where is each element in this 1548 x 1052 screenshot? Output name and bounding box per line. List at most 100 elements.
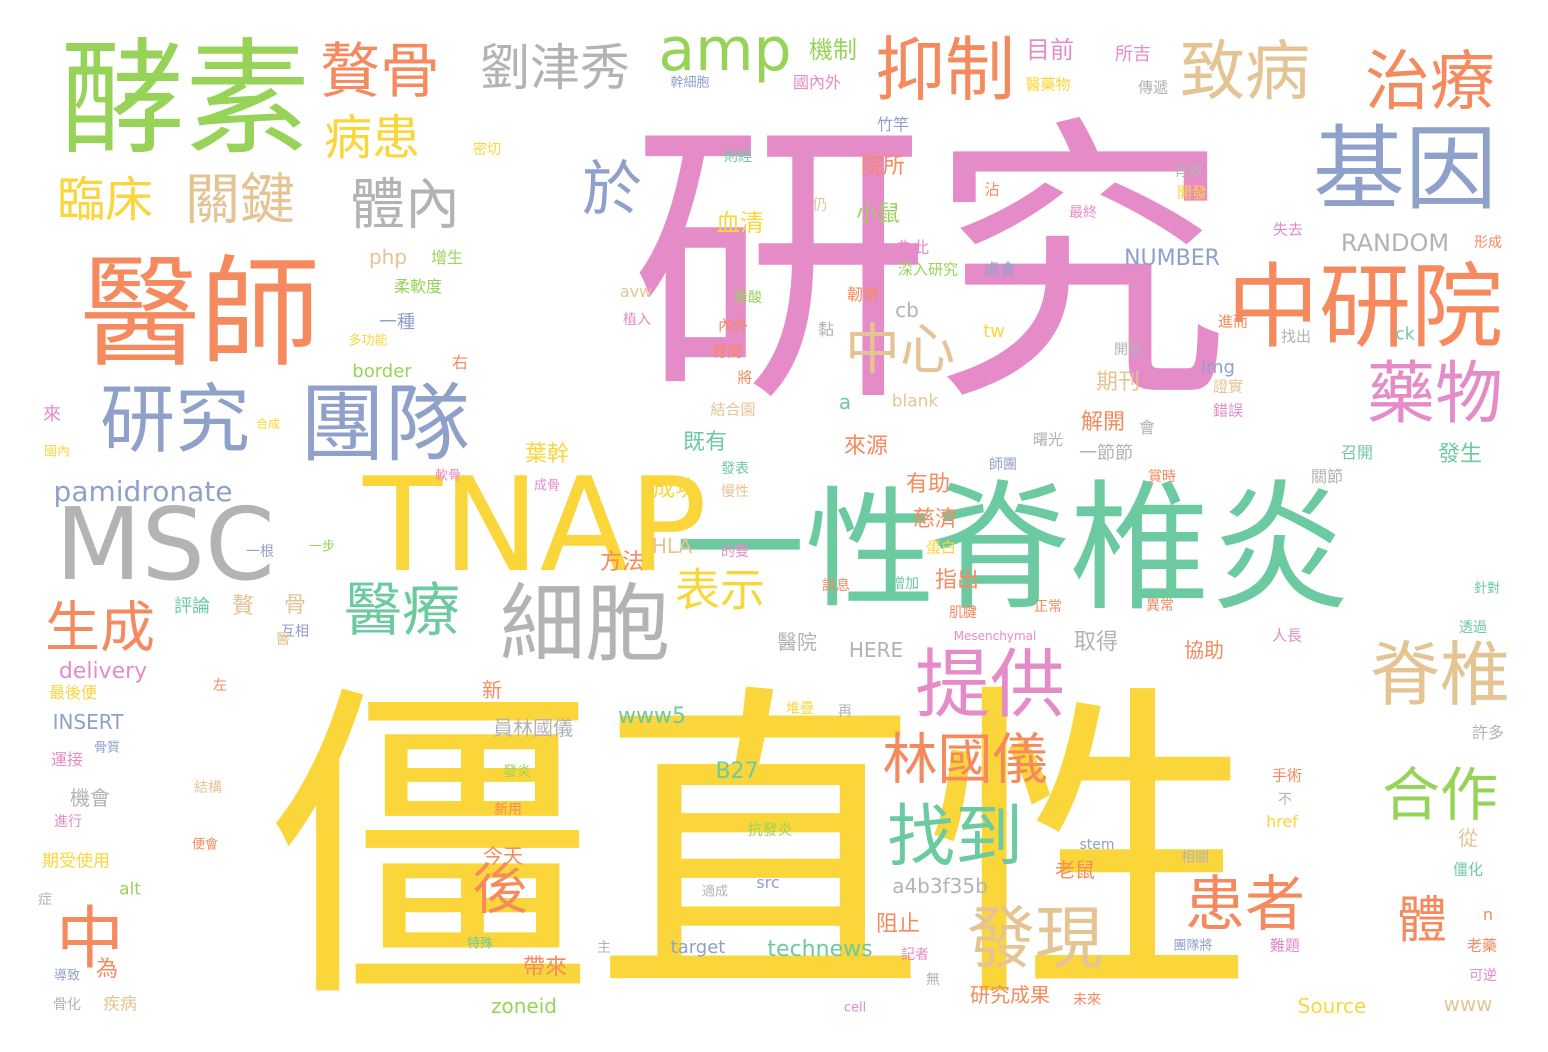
word-small: 骨: [283, 593, 307, 618]
word-jiangzhixing: 僵直性: [265, 658, 1255, 1042]
word-zhiliao: 治療: [1364, 44, 1496, 120]
word-small: 一步: [308, 539, 336, 555]
word-small: 則經: [724, 149, 752, 165]
word-yixing: 一性: [674, 474, 936, 626]
word-small: href: [1266, 812, 1298, 831]
word-small: php: [368, 245, 408, 269]
word-zhuigu: 贅骨: [320, 37, 440, 107]
word-jiyin: 基因: [1312, 116, 1498, 223]
word-small: 方法: [599, 550, 645, 575]
word-small: 新: [482, 678, 502, 702]
word-zhong: 中: [55, 900, 125, 979]
word-small: delivery: [58, 659, 148, 684]
word-small: 骨質: [93, 740, 121, 756]
word-small: 今天: [483, 844, 523, 868]
word-small: 發表: [721, 461, 749, 477]
word-small: 取得: [1073, 630, 1119, 655]
word-small: tw: [983, 321, 1005, 342]
word-small: 關節: [1310, 467, 1344, 486]
word-small: 進行: [54, 814, 82, 830]
word-small: 可逆: [1469, 968, 1497, 984]
word-hou: 後: [472, 857, 528, 922]
word-tigong: 提供: [914, 640, 1066, 729]
word-small: 柔軟度: [393, 277, 443, 296]
word-small: technews: [767, 937, 873, 962]
word-small: 現有: [1086, 157, 1114, 173]
word-small: 運接: [50, 750, 84, 769]
word-small: 磷酸: [734, 290, 762, 306]
word-small: 相關: [1181, 850, 1209, 866]
word-small: www5: [618, 704, 686, 729]
word-small: 來: [43, 404, 61, 425]
word-small: a4b3f35b: [892, 874, 988, 898]
word-small: stem: [1079, 837, 1115, 853]
word-tnap: TNAP: [363, 449, 707, 601]
word-small: 難題: [1269, 936, 1301, 955]
word-yizhi: 抑制: [875, 29, 1015, 111]
word-small: 指出: [934, 568, 980, 593]
word-biaoshi: 表示: [674, 563, 766, 617]
word-small: 證實: [1212, 377, 1244, 396]
word-small: 醫: [276, 632, 290, 648]
word-small: ck: [1395, 324, 1415, 345]
word-small: 形成: [1474, 235, 1502, 251]
word-zhaodao: 找到: [886, 798, 1024, 877]
word-guanjian: 關鍵: [184, 167, 296, 232]
word-small: 老鼠: [1055, 858, 1095, 882]
word-small: 師團: [989, 457, 1017, 473]
word-binghuan: 病患: [323, 110, 421, 166]
word-small: 解開: [1080, 410, 1126, 435]
word-small: 新用: [494, 802, 522, 818]
word-liujinxiu: 劉津秀: [480, 39, 630, 97]
word-small: 骨化: [53, 997, 81, 1013]
word-ti: 體: [1397, 891, 1447, 949]
word-hezuo: 合作: [1381, 761, 1499, 829]
word-small: 研究成果: [970, 983, 1050, 1007]
word-jizhuiyan: 脊椎炎: [929, 468, 1351, 631]
word-small: 小鼠: [855, 202, 901, 227]
word-small: 未來: [1073, 992, 1101, 1008]
word-small: 肌腱: [949, 605, 977, 621]
word-yishi: 醫師: [80, 245, 320, 384]
word-small: 便會: [191, 837, 219, 853]
word-small: 葉幹: [524, 442, 570, 467]
word-shengcheng: 生成: [44, 595, 156, 660]
word-small: 慈濟: [912, 507, 958, 532]
word-small: 發炎: [503, 764, 531, 780]
word-small: 老藥: [1466, 936, 1498, 955]
word-linchuang: 臨床: [56, 172, 154, 228]
word-small: 期受使用: [42, 851, 110, 872]
word-small: 所吉: [1115, 44, 1151, 65]
word-small: 不: [1278, 792, 1292, 808]
word-number: NUMBER: [1124, 246, 1220, 271]
word-tuandui: 團隊: [299, 375, 471, 475]
word-small: 期刊: [1095, 370, 1141, 395]
word-small: 來源: [843, 434, 889, 459]
word-small: 無: [926, 972, 940, 988]
word-small: 韌帶: [846, 285, 880, 304]
word-small: blank: [891, 391, 939, 412]
word-small: 院所: [860, 154, 906, 179]
word-small: 記者: [901, 947, 929, 963]
word-small: 的雙: [721, 544, 749, 560]
word-small: 正常: [1034, 599, 1062, 615]
word-small: 結構: [194, 780, 222, 796]
word-small: 抗發炎: [747, 820, 793, 839]
word-small: B27: [715, 759, 759, 784]
word-small: 適成: [701, 884, 729, 900]
word-small: 主: [597, 940, 611, 956]
word-small: 為: [95, 957, 119, 982]
word-linguoyi: 林國儀: [882, 727, 1048, 792]
word-small: 失去: [1272, 220, 1304, 239]
word-huanzhe: 患者: [1185, 870, 1305, 940]
word-jiaosu: 酵素: [60, 27, 310, 173]
word-small: 從: [1458, 826, 1478, 850]
word-small: 傳遞: [1137, 78, 1169, 97]
word-amp: amp: [658, 15, 792, 85]
word-small: 協助: [1184, 638, 1224, 662]
word-small: 特殊: [466, 936, 494, 952]
word-small: 會: [1138, 418, 1156, 437]
word-small: 人長: [1271, 626, 1303, 645]
word-small: 僵化: [1452, 860, 1484, 879]
